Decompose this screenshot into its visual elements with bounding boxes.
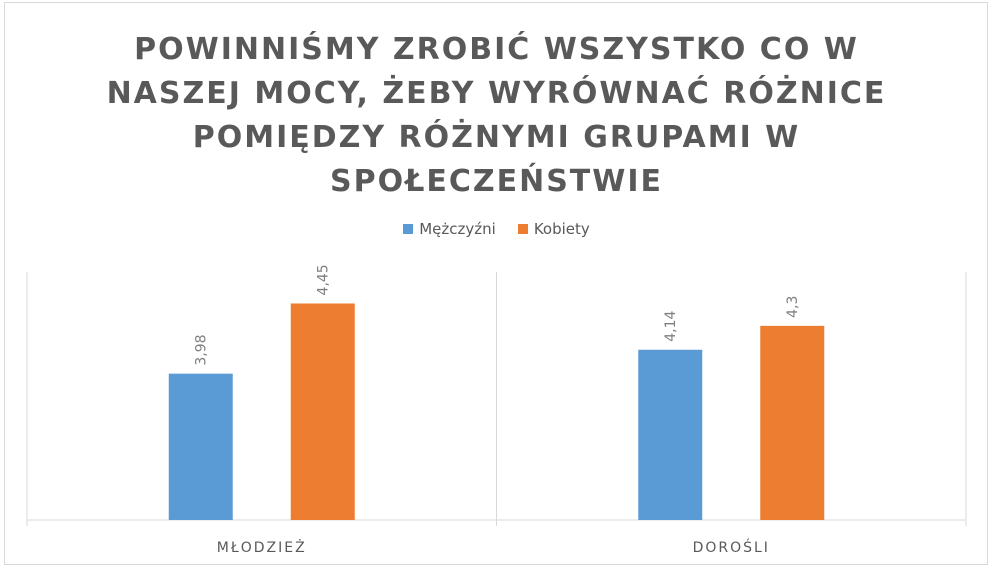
- chart-legend: Mężczyźni Kobiety: [0, 220, 993, 238]
- legend-label-men: Mężczyźni: [419, 220, 496, 238]
- legend-swatch-women: [517, 224, 528, 234]
- category-label: MŁODZIEŻ: [217, 538, 307, 556]
- legend-item-men: Mężczyźni: [403, 220, 496, 238]
- chart-title-line-3: POMIĘDZY RÓŻNYMI GRUPAMI W: [192, 120, 801, 155]
- legend-label-women: Kobiety: [533, 220, 590, 238]
- bar-men-1: [638, 349, 703, 520]
- bar-women-0: [290, 303, 355, 520]
- chart-title-line-4: SPOŁECZEŃSTWIE: [329, 164, 664, 199]
- bar-men-0: [168, 373, 233, 520]
- chart-title: POWINNIŚMY ZROBIĆ WSZYSTKO CO W NASZEJ M…: [0, 28, 993, 204]
- legend-swatch-men: [403, 224, 414, 234]
- legend-item-women: Kobiety: [517, 220, 590, 238]
- category-label: DOROŚLI: [693, 538, 770, 556]
- data-label: 4,14: [663, 310, 679, 341]
- chart-title-line-1: POWINNIŚMY ZROBIĆ WSZYSTKO CO W: [134, 32, 859, 67]
- data-label: 3,98: [194, 334, 210, 365]
- chart-title-line-2: NASZEJ MOCY, ŻEBY WYRÓWNAĆ RÓŻNICE: [106, 76, 887, 111]
- data-label: 4,45: [316, 264, 332, 295]
- data-label: 4,3: [785, 296, 801, 318]
- bar-women-1: [760, 325, 825, 520]
